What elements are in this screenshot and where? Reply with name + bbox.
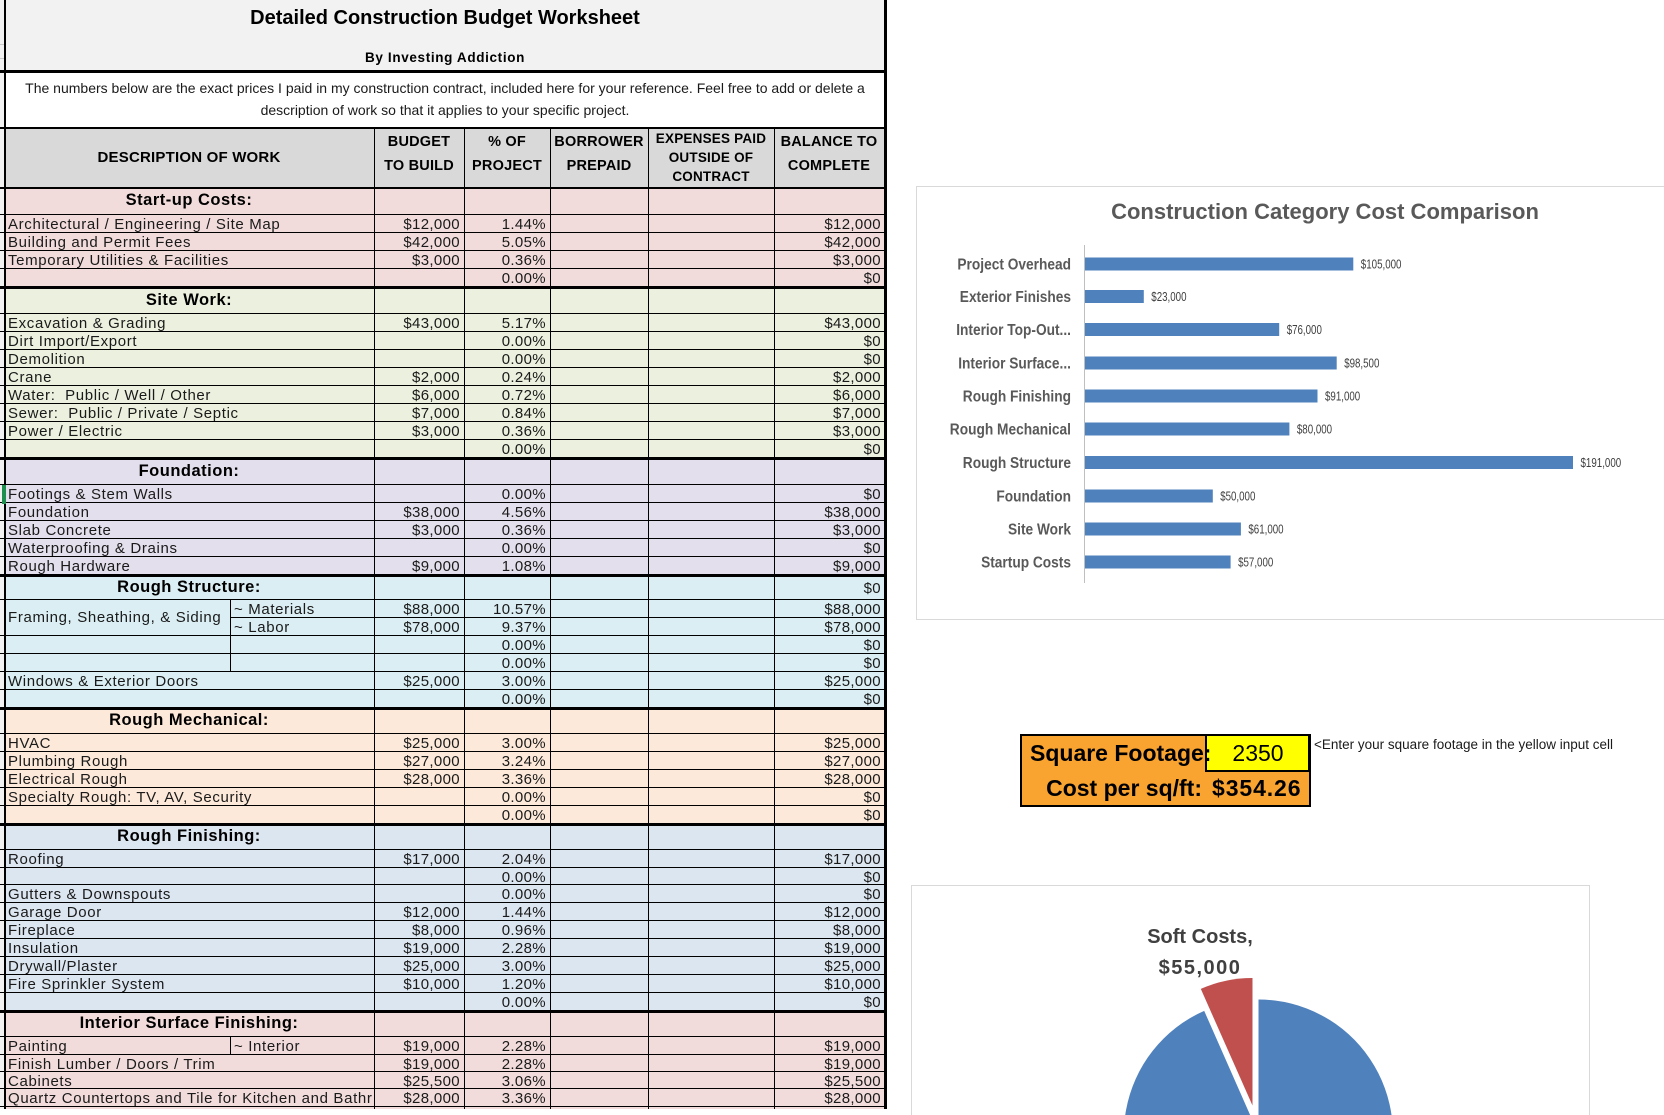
- svg-text:$105,000: $105,000: [1361, 257, 1402, 272]
- svg-text:Construction Category Cost Com: Construction Category Cost Comparison: [1111, 199, 1539, 224]
- svg-text:Rough Finishing: Rough Finishing: [963, 389, 1071, 406]
- svg-text:Site Work: Site Work: [1008, 522, 1071, 539]
- svg-text:$23,000: $23,000: [1151, 289, 1186, 304]
- svg-text:$98,500: $98,500: [1344, 356, 1379, 371]
- svg-text:$191,000: $191,000: [1581, 455, 1622, 470]
- svg-text:Soft Costs,: Soft Costs,: [1147, 926, 1253, 948]
- svg-text:Foundation: Foundation: [996, 489, 1071, 506]
- svg-text:Interior Surface...: Interior Surface...: [958, 356, 1071, 373]
- svg-text:Exterior Finishes: Exterior Finishes: [960, 289, 1071, 306]
- svg-text:$57,000: $57,000: [1238, 555, 1273, 570]
- svg-text:Rough Mechanical: Rough Mechanical: [950, 422, 1071, 439]
- svg-text:Startup Costs: Startup Costs: [981, 555, 1071, 572]
- svg-text:Project Overhead: Project Overhead: [957, 257, 1071, 274]
- svg-text:Interior Top-Out...: Interior Top-Out...: [956, 322, 1071, 339]
- svg-text:$91,000: $91,000: [1325, 389, 1360, 404]
- svg-text:$61,000: $61,000: [1248, 522, 1283, 537]
- svg-text:$50,000: $50,000: [1220, 489, 1255, 504]
- svg-text:$55,000: $55,000: [1159, 957, 1242, 979]
- svg-text:$76,000: $76,000: [1287, 322, 1322, 337]
- svg-text:$80,000: $80,000: [1297, 422, 1332, 437]
- svg-text:Rough Structure: Rough Structure: [963, 455, 1071, 472]
